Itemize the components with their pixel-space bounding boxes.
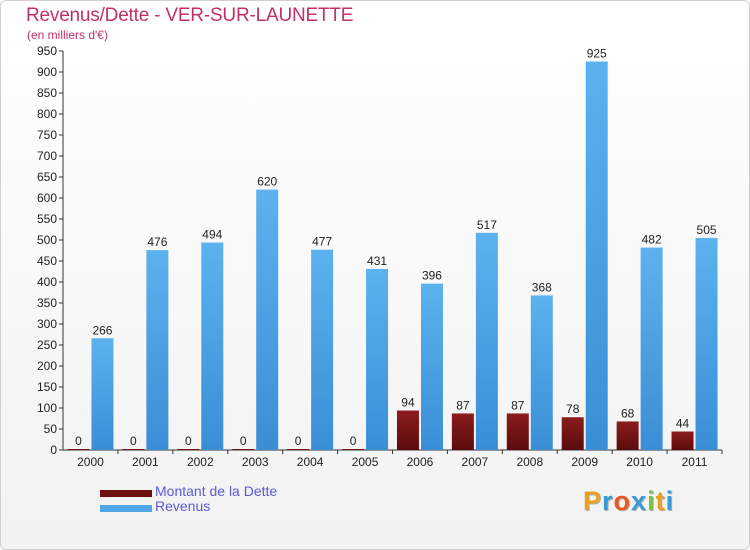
- data-label-revenus-2005: 431: [367, 254, 387, 268]
- data-label-dette-2000: 0: [75, 434, 82, 448]
- data-label-dette-2011: 44: [676, 417, 690, 431]
- data-label-dette-2002: 0: [185, 434, 192, 448]
- proxiti-logo: Proxiti: [583, 486, 674, 517]
- bar-revenus-2001: [146, 250, 169, 450]
- data-label-dette-2005: 0: [350, 434, 357, 448]
- x-tick-label: 2007: [462, 455, 489, 469]
- bar-revenus-2004: [311, 249, 334, 450]
- data-label-revenus-2009: 925: [587, 47, 607, 61]
- legend-label-revenus: Revenus: [155, 498, 211, 514]
- y-tick-label: 900: [37, 65, 57, 79]
- data-label-revenus-2008: 368: [532, 280, 552, 294]
- chart-title: Revenus/Dette - VER-SUR-LAUNETTE: [26, 5, 354, 26]
- y-tick-label: 350: [37, 296, 57, 310]
- data-label-dette-2006: 94: [401, 396, 415, 410]
- data-label-dette-2008: 87: [511, 398, 525, 412]
- logo-letter: i: [665, 486, 675, 516]
- y-tick-label: 950: [37, 44, 57, 58]
- data-label-revenus-2002: 494: [202, 228, 222, 242]
- y-tick-label: 650: [37, 170, 57, 184]
- data-label-revenus-2007: 517: [477, 218, 497, 232]
- y-tick-label: 300: [37, 317, 57, 331]
- chart-subtitle: (en milliers d'€): [27, 28, 108, 42]
- bar-dette-2003: [232, 449, 255, 450]
- legend-swatch-dette: [100, 490, 152, 497]
- bar-dette-2009: [561, 417, 584, 450]
- x-tick-label: 2004: [297, 455, 324, 469]
- y-tick-label: 550: [37, 212, 57, 226]
- x-tick-label: 2003: [242, 455, 269, 469]
- logo-letter: i: [647, 486, 656, 516]
- bar-dette-2004: [287, 449, 310, 450]
- bar-revenus-2009: [585, 61, 608, 450]
- bar-dette-2002: [177, 449, 200, 450]
- y-tick-label: 500: [37, 233, 57, 247]
- bar-dette-2006: [396, 410, 419, 450]
- x-tick-label: 2002: [187, 455, 214, 469]
- bar-dette-2007: [451, 413, 474, 450]
- y-tick-label: 400: [37, 275, 57, 289]
- data-label-dette-2004: 0: [295, 434, 302, 448]
- bar-revenus-2007: [475, 232, 498, 450]
- x-tick-label: 2010: [626, 455, 653, 469]
- bar-dette-2000: [67, 449, 90, 450]
- x-tick-label: 2005: [352, 455, 379, 469]
- y-tick-label: 700: [37, 149, 57, 163]
- bar-dette-2005: [342, 449, 365, 450]
- bar-revenus-2008: [530, 295, 553, 450]
- x-tick-label: 2008: [516, 455, 543, 469]
- bar-dette-2010: [616, 421, 639, 450]
- logo-letter: o: [613, 486, 632, 516]
- x-tick-label: 2000: [77, 455, 104, 469]
- x-tick-label: 2011: [682, 455, 708, 469]
- data-label-dette-2010: 68: [621, 406, 635, 420]
- bar-revenus-2011: [695, 237, 718, 450]
- y-tick-label: 50: [44, 422, 58, 436]
- bar-revenus-2010: [640, 247, 663, 450]
- y-tick-label: 100: [37, 401, 57, 415]
- x-tick-label: 2006: [407, 455, 434, 469]
- logo-letter: r: [602, 486, 614, 516]
- legend-label-dette: Montant de la Dette: [155, 483, 278, 499]
- bar-revenus-2003: [256, 189, 279, 450]
- logo-letter: P: [583, 486, 603, 516]
- bar-dette-2011: [671, 431, 694, 450]
- bar-revenus-2006: [420, 283, 443, 450]
- legend-swatch-revenus: [100, 505, 152, 512]
- x-tick-label: 2009: [571, 455, 598, 469]
- y-tick-label: 450: [37, 254, 57, 268]
- bar-dette-2001: [122, 449, 145, 450]
- logo-letter: t: [655, 486, 666, 516]
- x-tick-label: 2001: [132, 455, 159, 469]
- data-label-dette-2001: 0: [130, 434, 137, 448]
- data-label-revenus-2003: 620: [257, 175, 277, 189]
- bar-dette-2008: [506, 413, 529, 450]
- bar-revenus-2000: [91, 338, 114, 450]
- data-label-dette-2009: 78: [566, 402, 580, 416]
- y-tick-label: 600: [37, 191, 57, 205]
- data-label-revenus-2000: 266: [92, 323, 112, 337]
- data-label-revenus-2010: 482: [642, 233, 662, 247]
- data-label-revenus-2006: 396: [422, 269, 442, 283]
- data-label-revenus-2004: 477: [312, 235, 332, 249]
- y-tick-label: 750: [37, 128, 57, 142]
- data-label-dette-2003: 0: [240, 434, 247, 448]
- y-tick-label: 200: [37, 359, 57, 373]
- y-tick-label: 250: [37, 338, 57, 352]
- data-label-revenus-2011: 505: [697, 223, 717, 237]
- data-label-dette-2007: 87: [456, 398, 470, 412]
- y-tick-label: 0: [50, 443, 57, 457]
- logo-letter: x: [631, 486, 648, 516]
- bar-revenus-2002: [201, 242, 224, 450]
- y-tick-label: 800: [37, 107, 57, 121]
- y-tick-label: 150: [37, 380, 57, 394]
- y-tick-label: 850: [37, 86, 57, 100]
- data-label-revenus-2001: 476: [147, 235, 167, 249]
- bar-revenus-2005: [366, 268, 389, 450]
